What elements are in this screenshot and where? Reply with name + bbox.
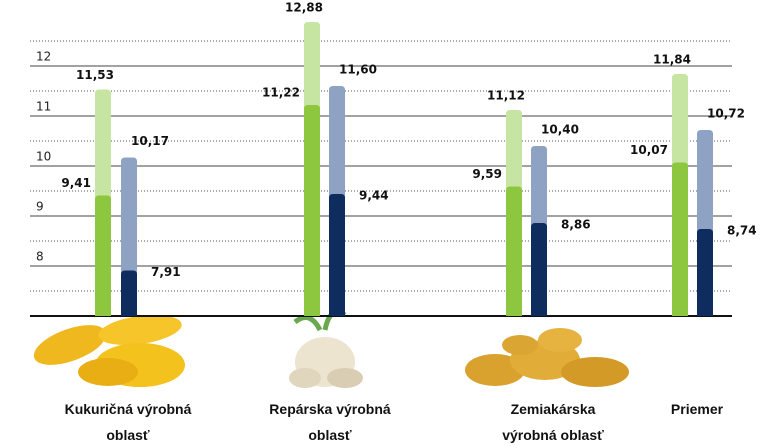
- value-label: 10,07: [630, 143, 668, 157]
- bar: [672, 163, 688, 317]
- value-label: 9,44: [359, 189, 389, 203]
- value-label: 9,41: [61, 176, 91, 190]
- value-label: 8,86: [561, 218, 591, 232]
- value-label: 11,84: [653, 53, 691, 67]
- value-label: 12,88: [285, 1, 323, 15]
- bar: [531, 223, 547, 316]
- page: {"chart_data": {"type": "overlapping-bar…: [0, 0, 766, 446]
- beet-image: [289, 312, 363, 388]
- y-tick-label: 12: [36, 50, 51, 64]
- bar: [329, 194, 345, 316]
- value-label: 11,12: [487, 89, 525, 103]
- value-label: 10,72: [707, 107, 745, 121]
- chart: 8 9 10 11 12 11,53 12,88 11,12 11,84 9,41 11,22 9,5…: [0, 0, 766, 446]
- bar: [304, 105, 320, 316]
- value-label: 10,40: [541, 123, 579, 137]
- x-tick-label: Repárska výrobná oblasť: [260, 396, 400, 448]
- y-tick-label: 10: [36, 150, 51, 164]
- bar: [697, 229, 713, 316]
- y-tick-label: 8: [36, 250, 44, 264]
- corn-image: [29, 310, 185, 387]
- value-label: 8,74: [727, 224, 757, 238]
- value-label: 11,60: [339, 63, 377, 77]
- x-tick-label: Zemiakárska výrobná oblasť: [483, 396, 623, 448]
- value-label: 10,17: [131, 134, 169, 148]
- x-tick-label: Priemer: [627, 396, 766, 422]
- value-label: 9,59: [472, 167, 502, 181]
- illustrations: [29, 310, 629, 388]
- y-tick-label: 9: [36, 200, 44, 214]
- value-label: 7,91: [151, 265, 181, 279]
- value-label: 11,53: [76, 68, 114, 82]
- bar: [506, 187, 522, 317]
- bar: [121, 271, 137, 317]
- y-tick-label: 11: [36, 100, 51, 114]
- potatoes-image: [465, 328, 629, 387]
- x-tick-label: Kukuričná výrobná oblasť: [58, 396, 198, 448]
- bar: [95, 196, 111, 317]
- value-label: 11,22: [262, 86, 300, 100]
